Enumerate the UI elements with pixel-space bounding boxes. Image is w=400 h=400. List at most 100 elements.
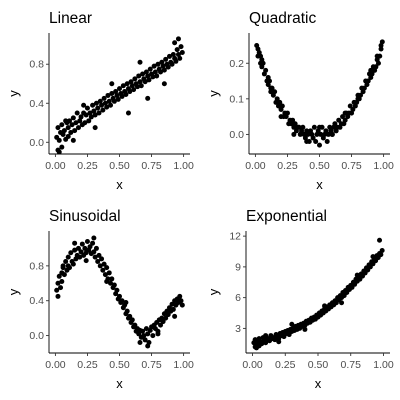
data-point xyxy=(86,118,92,124)
data-point xyxy=(127,313,133,319)
data-point xyxy=(56,273,62,279)
x-tick-label: 0.75 xyxy=(341,160,362,172)
y-axis-ticks: 0.0 0.4 0.8 xyxy=(29,260,49,342)
data-point xyxy=(60,263,66,269)
data-point xyxy=(158,322,164,328)
x-tick-label: 0.25 xyxy=(275,359,296,371)
y-axis-title: y xyxy=(6,288,21,295)
data-point xyxy=(165,64,171,70)
data-point xyxy=(174,47,180,53)
x-tick-label: 0.25 xyxy=(77,359,98,371)
data-point xyxy=(290,117,296,123)
data-point xyxy=(136,73,142,79)
data-point xyxy=(81,102,87,108)
data-point xyxy=(317,124,322,130)
data-point xyxy=(317,142,322,148)
data-point xyxy=(77,118,83,124)
data-point xyxy=(370,254,376,260)
data-point xyxy=(61,128,67,134)
data-point xyxy=(123,299,129,305)
y-tick-label: 12 xyxy=(229,231,241,243)
data-point xyxy=(104,265,110,271)
data-point xyxy=(378,42,384,48)
data-point xyxy=(129,317,135,323)
data-point xyxy=(152,69,158,75)
data-point xyxy=(332,121,338,127)
y-tick-label: 0.8 xyxy=(29,260,44,272)
data-point xyxy=(127,89,133,95)
data-point xyxy=(117,293,122,299)
data-point xyxy=(140,328,146,334)
data-point xyxy=(274,96,280,102)
data-point xyxy=(77,254,83,260)
data-point xyxy=(178,44,184,50)
y-tick-label: 0.4 xyxy=(29,98,44,110)
x-axis-ticks: 0.00 0.25 0.50 0.75 1.00 xyxy=(45,154,194,172)
data-point xyxy=(378,252,384,258)
data-point xyxy=(70,137,76,143)
y-tick-label: 0.0 xyxy=(29,137,44,149)
data-point xyxy=(90,240,96,246)
data-point xyxy=(175,36,181,42)
data-point xyxy=(155,61,161,67)
data-point xyxy=(104,104,110,110)
data-point xyxy=(93,100,99,106)
data-point xyxy=(83,112,89,118)
data-point xyxy=(90,102,96,108)
y-axis-title: y xyxy=(206,288,221,295)
data-point xyxy=(163,315,169,321)
data-point xyxy=(67,265,73,271)
data-point xyxy=(95,259,101,264)
data-point xyxy=(68,130,74,136)
data-point xyxy=(59,279,65,285)
data-point xyxy=(69,122,75,128)
data-point xyxy=(114,92,120,98)
data-point xyxy=(141,333,147,339)
data-point xyxy=(276,339,282,345)
data-point xyxy=(73,120,79,126)
data-point xyxy=(258,53,264,59)
data-point xyxy=(59,144,65,150)
x-tick-label: 0.75 xyxy=(141,359,162,371)
data-point xyxy=(91,249,97,255)
data-point xyxy=(134,84,140,90)
data-point xyxy=(74,110,80,116)
data-point xyxy=(70,115,76,121)
data-point xyxy=(54,287,60,293)
data-point xyxy=(83,258,89,264)
data-point xyxy=(119,298,125,304)
data-point xyxy=(151,63,157,69)
data-point xyxy=(284,110,290,116)
data-point xyxy=(179,50,185,56)
data-point xyxy=(79,241,85,247)
data-point xyxy=(92,254,98,260)
panel-quadratic: Quadratic 0.0 0.1 0.2 0.00 0.25 0.50 0.75 1.00… xyxy=(206,10,394,192)
data-point xyxy=(113,89,119,95)
data-point xyxy=(277,99,283,105)
data-point xyxy=(142,337,148,343)
x-axis-title: x xyxy=(315,376,322,391)
x-tick-label: 0.50 xyxy=(309,160,330,172)
data-point xyxy=(340,114,346,120)
x-tick-label: 0.25 xyxy=(277,160,298,172)
data-point xyxy=(70,261,76,267)
x-tick-label: 0.00 xyxy=(45,160,66,172)
y-tick-label: 0.0 xyxy=(29,330,44,342)
data-point xyxy=(177,55,183,61)
data-point xyxy=(124,308,130,314)
data-point xyxy=(350,107,356,113)
data-point xyxy=(378,46,384,52)
data-point xyxy=(102,272,108,278)
data-point xyxy=(55,293,61,299)
data-point xyxy=(323,128,329,134)
panel-title: Linear xyxy=(49,10,92,27)
data-point xyxy=(373,64,379,70)
data-point xyxy=(97,98,103,104)
x-tick-label: 0.00 xyxy=(242,359,263,371)
scatter-points xyxy=(54,235,185,349)
data-point xyxy=(179,302,185,308)
data-point xyxy=(84,105,90,111)
data-point xyxy=(342,110,348,116)
data-point xyxy=(72,240,78,246)
